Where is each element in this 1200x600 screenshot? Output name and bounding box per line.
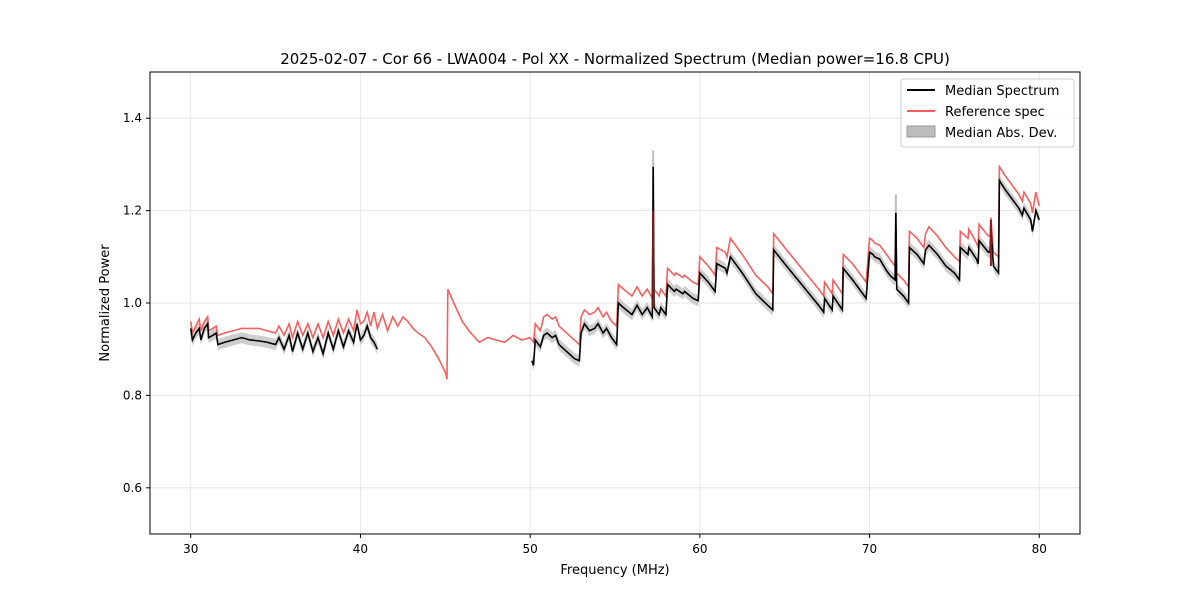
legend-swatch-median-abs-dev: [906, 125, 936, 138]
mad-band: [190, 318, 378, 360]
legend-label-median-abs-dev: Median Abs. Dev.: [945, 126, 1057, 141]
x-tick-label: 60: [692, 542, 707, 556]
median-spectrum-line: [189, 321, 379, 357]
grid: [150, 72, 1080, 534]
reference-spec-line: [189, 164, 1041, 380]
x-tick-label: 80: [1032, 542, 1047, 556]
y-tick-label: 1.4: [123, 111, 142, 125]
y-tick-label: 0.8: [123, 388, 142, 402]
chart-title: 2025-02-07 - Cor 66 - LWA004 - Pol XX - …: [280, 50, 950, 68]
y-tick-label: 1.0: [123, 296, 142, 310]
median-spectrum-line: [531, 166, 1041, 366]
mad-band: [531, 161, 1040, 371]
legend-label-median-spectrum: Median Spectrum: [945, 84, 1059, 99]
ticks: 30 40 50 60 70 80 0.6 0.8 1.0 1.2 1.4: [123, 111, 1047, 556]
legend: Median Spectrum Reference spec Median Ab…: [900, 78, 1075, 148]
x-axis-label: Frequency (MHz): [560, 563, 669, 578]
x-tick-label: 50: [523, 542, 538, 556]
x-tick-label: 70: [862, 542, 877, 556]
line-layer: [189, 164, 1041, 380]
y-tick-label: 1.2: [123, 204, 142, 218]
legend-frame: [900, 78, 1075, 148]
y-axis-label: Normalized Power: [98, 244, 113, 362]
y-tick-label: 0.6: [123, 481, 142, 495]
x-tick-label: 40: [353, 542, 368, 556]
legend-label-reference-spec: Reference spec: [945, 105, 1045, 120]
x-tick-label: 30: [183, 542, 198, 556]
